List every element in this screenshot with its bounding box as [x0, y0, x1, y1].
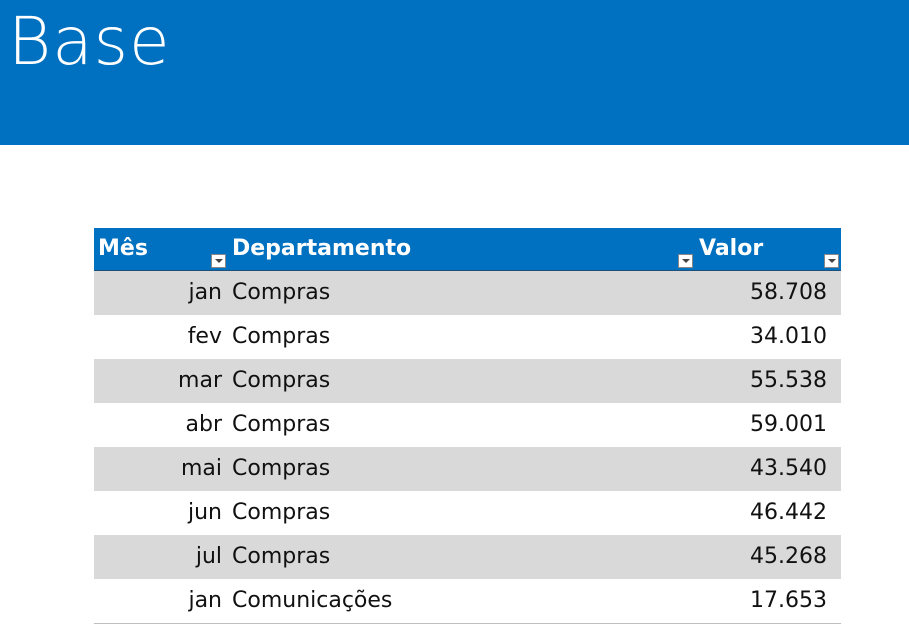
filter-dropdown[interactable]: [678, 254, 693, 268]
month-cell: fev: [187, 324, 222, 349]
month-cell: jun: [188, 500, 222, 525]
month-cell: jul: [94, 535, 228, 579]
department-cell: Compras: [228, 270, 695, 315]
table-row: mai Compras 43.540: [94, 447, 841, 491]
department-cell: Compras: [232, 500, 331, 525]
month-cell: abr: [185, 412, 223, 437]
sheet-title: Base: [8, 3, 171, 80]
value-cell: 34.010: [750, 324, 827, 349]
table-body: jan Compras 58.708 fev Compras 34.010 mar Compr…: [94, 270, 841, 624]
column-header-text: Valor: [699, 236, 764, 261]
department-cell: Compras: [228, 535, 695, 579]
month-cell: mar: [94, 359, 228, 403]
department-cell: Compras: [228, 359, 695, 403]
month-cell: jan: [94, 270, 228, 315]
column-header-text: Mês: [98, 236, 148, 261]
table-row: mar Compras 55.538: [94, 359, 841, 403]
month-cell: jan: [94, 579, 228, 624]
value-cell: 17.653: [695, 579, 841, 624]
value-cell: 46.442: [750, 500, 827, 525]
column-header: Valor: [695, 228, 841, 271]
table-row: abr Compras 59.001: [94, 403, 841, 447]
value-cell: 59.001: [750, 412, 827, 437]
value-cell: 45.268: [695, 535, 841, 579]
department-cell: Compras: [232, 324, 331, 349]
table-row: jan Comunicações 17.653: [94, 579, 841, 624]
column-header: Mês: [94, 228, 228, 271]
department-cell: Comunicações: [228, 579, 695, 624]
table-row: fev Compras 34.010: [94, 315, 841, 359]
value-cell: 58.708: [695, 270, 841, 315]
column-header: Departamento: [228, 228, 695, 271]
filter-dropdown[interactable]: [824, 254, 839, 268]
value-cell: 43.540: [695, 447, 841, 491]
department-cell: Compras: [228, 447, 695, 491]
department-cell: Compras: [232, 412, 331, 437]
month-cell: mai: [94, 447, 228, 491]
column-header-text: Departamento: [232, 236, 412, 261]
table-row: jan Compras 58.708: [94, 270, 841, 315]
table-row: jul Compras 45.268: [94, 535, 841, 579]
filter-dropdown[interactable]: [211, 254, 226, 268]
value-cell: 55.538: [695, 359, 841, 403]
title-banner: Base: [0, 0, 909, 145]
data-table: Mês Departamento Valor jan Compras 58.708 fev…: [94, 228, 841, 624]
table-row: jun Compras 46.442: [94, 491, 841, 535]
header-row: Mês Departamento Valor: [94, 228, 841, 271]
